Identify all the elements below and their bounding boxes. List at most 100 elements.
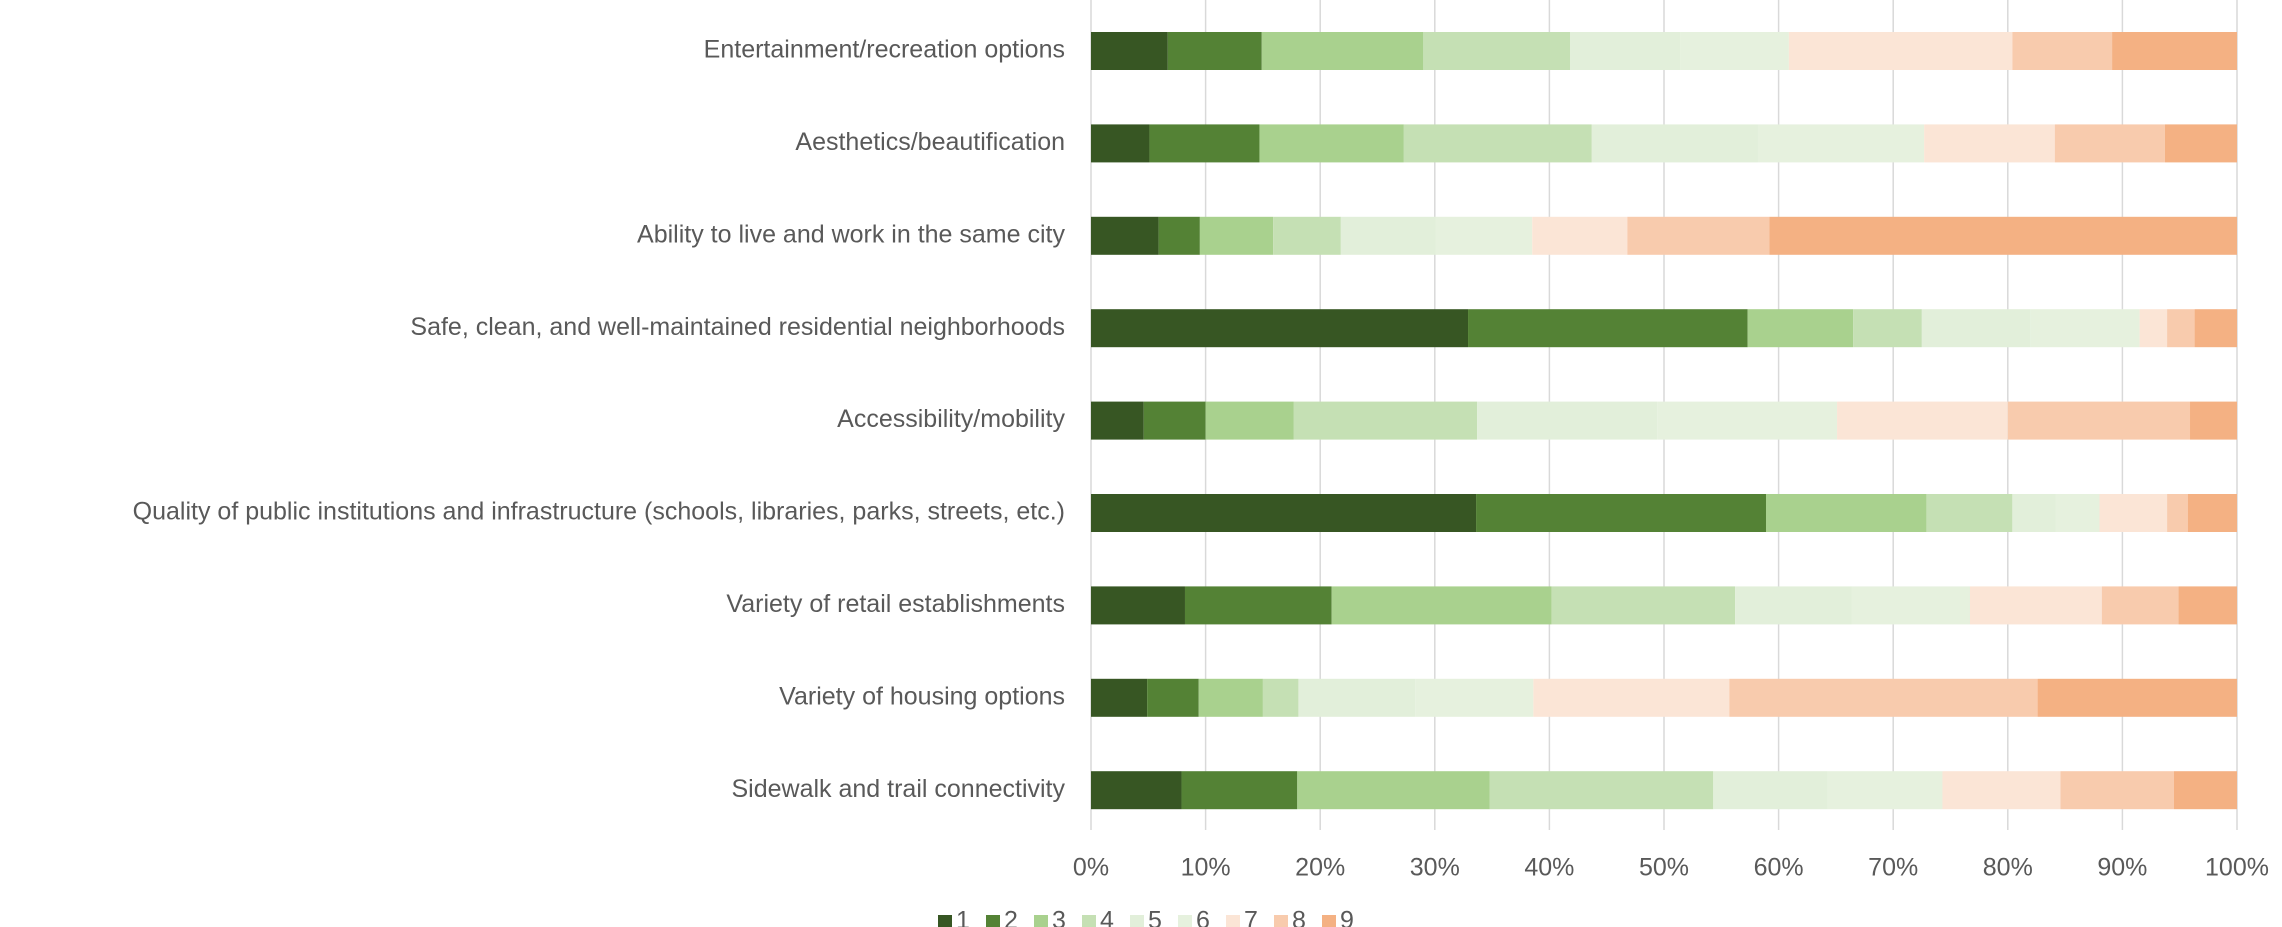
x-tick-label: 50% (1639, 854, 1689, 882)
bar-segment (1837, 401, 2008, 440)
bar-segment (2164, 124, 2237, 163)
bar-segment (1091, 124, 1150, 163)
bar-segment (1403, 124, 1592, 163)
bar-segment (1680, 32, 1789, 70)
x-tick-label: 20% (1295, 854, 1345, 882)
legend-swatch (1274, 915, 1288, 927)
bar-segment (2007, 401, 2191, 440)
bar-segment (1477, 401, 1658, 440)
bar-segment (1921, 309, 2031, 348)
bar-segment (1468, 309, 1748, 348)
legend-swatch (938, 915, 952, 927)
legend-swatch (986, 915, 1000, 927)
bar-segment (1533, 678, 1730, 717)
bar-segment (1827, 771, 1943, 810)
legend-swatch (1178, 915, 1192, 927)
bar-segment (2101, 586, 2179, 625)
y-tick-label: Sidewalk and trail connectivity (732, 775, 1066, 803)
bar-segment (1729, 678, 2038, 717)
legend-label: 1 (956, 907, 970, 927)
bar-segment (1942, 771, 2061, 810)
bar-segment (1205, 401, 1294, 440)
bar-segment (1331, 586, 1552, 625)
y-tick-label: Safe, clean, and well-maintained residen… (410, 313, 1065, 341)
bar-segment (1489, 771, 1714, 810)
legend-swatch (1226, 915, 1240, 927)
bar-segment (1198, 678, 1263, 717)
bar-segment (1423, 32, 1571, 70)
bar-segment (2012, 32, 2113, 70)
legend-label: 2 (1004, 907, 1018, 927)
bar-segment (1091, 771, 1182, 810)
bar-segment (2055, 494, 2100, 532)
bar-segment (1713, 771, 1828, 810)
legend-swatch (1322, 915, 1336, 927)
legend-label: 9 (1340, 907, 1354, 927)
x-tick-label: 40% (1524, 854, 1574, 882)
bar-segment (1591, 124, 1758, 163)
bar-segment (1091, 401, 1144, 440)
x-tick-label: 90% (2097, 854, 2147, 882)
bar-segment (1259, 124, 1404, 163)
bar-segment (2030, 309, 2140, 348)
bar-segment (2112, 32, 2237, 70)
bar-segment (2167, 494, 2188, 532)
bar-segment (2037, 678, 2237, 717)
legend-swatch (1034, 915, 1048, 927)
bar-segment (1851, 586, 1970, 625)
y-tick-label: Variety of retail establishments (726, 590, 1065, 618)
bar-segment (1091, 32, 1168, 70)
bar-segment (1415, 678, 1534, 717)
bar-segment (1969, 586, 2102, 625)
bar-segment (1765, 494, 1927, 532)
bar-segment (1167, 32, 1262, 70)
bar-segment (2187, 494, 2237, 532)
y-tick-label: Entertainment/recreation options (704, 36, 1065, 64)
legend-label: 3 (1052, 907, 1066, 927)
legend-label: 8 (1292, 907, 1306, 927)
y-tick-label: Ability to live and work in the same cit… (637, 220, 1065, 248)
bar-segment (1657, 401, 1838, 440)
bar-segment (1551, 586, 1736, 625)
bar-segment (1340, 216, 1436, 255)
legend-label: 7 (1244, 907, 1258, 927)
bar-segment (1091, 216, 1159, 255)
y-tick-label: Aesthetics/beautification (795, 128, 1065, 156)
bar-segment (2190, 401, 2237, 440)
bar-segment (1149, 124, 1260, 163)
legend-swatch (1082, 915, 1096, 927)
bar-segment (1091, 494, 1477, 532)
legend-swatch (1130, 915, 1144, 927)
bar-segment (2060, 771, 2174, 810)
bar-segment (1091, 678, 1148, 717)
x-tick-label: 70% (1868, 854, 1918, 882)
bar-segment (1298, 678, 1416, 717)
bar-segment (2099, 494, 2168, 532)
bar-segment (1199, 216, 1274, 255)
bar-segment (1735, 586, 1852, 625)
bar-segment (1091, 586, 1185, 625)
bar-segment (2178, 586, 2237, 625)
bar-segment (1181, 771, 1298, 810)
x-tick-label: 10% (1181, 854, 1231, 882)
bar-segment (2167, 309, 2195, 348)
legend-label: 5 (1148, 907, 1162, 927)
x-tick-label: 0% (1073, 854, 1109, 882)
y-tick-label: Variety of housing options (779, 682, 1065, 710)
bar-segment (1262, 678, 1299, 717)
bar-segment (1788, 32, 2013, 70)
x-tick-label: 100% (2205, 854, 2269, 882)
bar-segment (1261, 32, 1424, 70)
bar-segment (1747, 309, 1854, 348)
bar-segment (1757, 124, 1925, 163)
x-tick-label: 60% (1754, 854, 1804, 882)
bar-segment (1297, 771, 1490, 810)
bar-segment (1570, 32, 1681, 70)
bar-segment (1158, 216, 1200, 255)
bar-segment (2194, 309, 2237, 348)
x-tick-label: 80% (1983, 854, 2033, 882)
bar-segment (1853, 309, 1922, 348)
bar-segment (1769, 216, 2237, 255)
x-tick-label: 30% (1410, 854, 1460, 882)
